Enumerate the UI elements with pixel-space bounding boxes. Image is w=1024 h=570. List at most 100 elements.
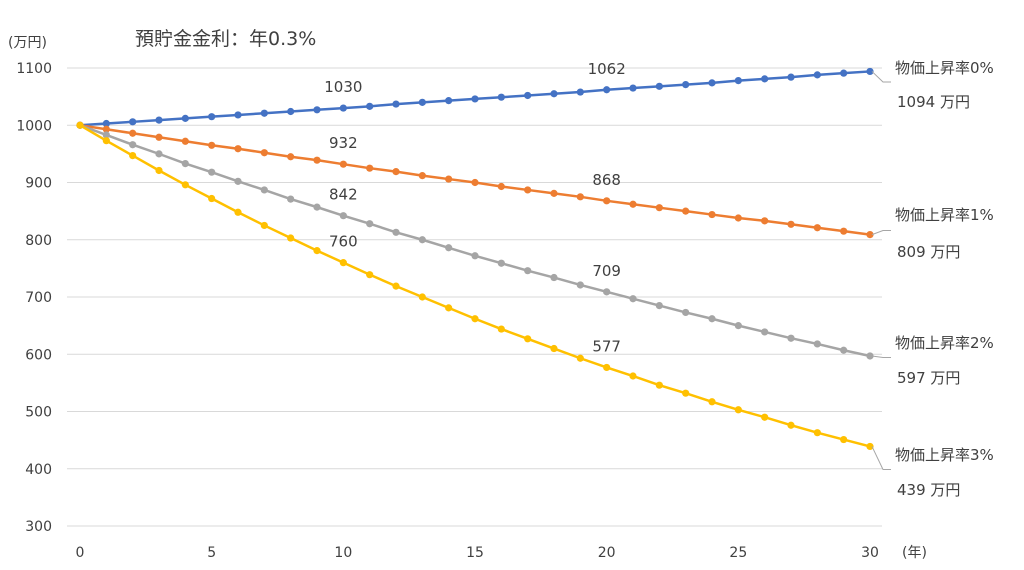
data-point <box>260 109 268 117</box>
y-tick-label: 700 <box>25 290 52 306</box>
data-point <box>366 102 374 110</box>
data-label: 842 <box>329 186 358 204</box>
data-point <box>603 197 611 205</box>
y-tick-label: 900 <box>25 176 52 192</box>
data-point <box>813 224 821 232</box>
series-end-value-label: 597 万円 <box>897 369 960 387</box>
series-name-label: 物価上昇率1% <box>895 206 994 224</box>
data-point <box>682 308 690 317</box>
series-name-label: 物価上昇率0% <box>895 59 994 77</box>
data-point <box>524 267 532 275</box>
data-point <box>524 186 532 194</box>
data-point <box>840 435 848 444</box>
data-point <box>524 335 532 343</box>
data-point <box>655 82 663 90</box>
data-point <box>418 172 426 180</box>
data-point <box>682 81 690 89</box>
data-point <box>418 98 426 106</box>
data-point <box>234 208 242 216</box>
data-point <box>787 220 795 228</box>
data-point <box>260 186 268 194</box>
data-point <box>313 203 321 211</box>
data-point <box>471 252 479 260</box>
data-point <box>524 91 532 100</box>
data-point <box>734 76 742 85</box>
data-point <box>813 71 821 79</box>
data-point <box>102 125 110 133</box>
data-point <box>313 106 321 114</box>
x-tick-label: 0 <box>76 545 85 561</box>
series-end-value-label: 809 万円 <box>897 243 960 261</box>
data-point <box>392 282 400 290</box>
data-point <box>287 107 295 116</box>
data-label: 868 <box>592 171 621 189</box>
data-point <box>761 75 769 83</box>
data-point <box>655 381 663 389</box>
data-point <box>840 346 848 354</box>
data-point <box>392 168 400 176</box>
data-point <box>787 334 795 342</box>
data-point <box>181 137 189 145</box>
y-tick-label: 1000 <box>16 118 52 134</box>
data-point <box>260 149 268 157</box>
data-point <box>366 164 374 172</box>
y-axis-unit-label: (万円) <box>8 35 47 51</box>
data-point <box>787 73 795 81</box>
data-point <box>761 328 769 336</box>
data-point <box>181 160 189 168</box>
data-point <box>708 210 716 219</box>
data-point <box>734 214 742 222</box>
x-tick-label: 20 <box>598 545 616 561</box>
chart-title: 預貯金金利：年0.3% <box>135 28 316 50</box>
data-point <box>366 220 374 228</box>
data-point <box>655 301 663 310</box>
data-point <box>629 200 637 208</box>
data-point <box>629 372 637 380</box>
data-point <box>102 131 110 139</box>
y-tick-label: 500 <box>25 405 52 421</box>
data-point <box>129 129 137 137</box>
data-point <box>734 322 742 330</box>
data-point <box>603 288 611 296</box>
data-point <box>813 340 821 348</box>
data-point <box>576 354 584 362</box>
leader-line <box>871 355 891 358</box>
data-point <box>339 104 347 112</box>
data-point <box>576 193 584 201</box>
data-point <box>734 406 742 414</box>
data-point <box>471 178 479 187</box>
data-point <box>840 69 848 77</box>
data-point <box>418 236 426 244</box>
data-point <box>550 90 558 98</box>
series-1 <box>76 121 874 239</box>
data-point <box>102 119 110 128</box>
data-point <box>576 281 584 289</box>
data-point <box>366 271 374 279</box>
data-point <box>208 113 216 121</box>
data-point <box>392 228 400 236</box>
data-point <box>181 114 189 122</box>
data-point <box>208 141 216 149</box>
data-point <box>445 97 453 105</box>
data-point <box>682 389 690 397</box>
x-axis-unit-label: (年) <box>902 545 927 561</box>
data-point <box>339 259 347 267</box>
series-0 <box>76 67 874 129</box>
data-point <box>497 259 505 267</box>
y-tick-label: 400 <box>25 462 52 478</box>
data-point <box>339 160 347 168</box>
data-point <box>418 293 426 301</box>
data-point <box>813 429 821 437</box>
series-end-value-label: 1094 万円 <box>897 93 970 111</box>
x-tick-label: 10 <box>334 545 352 561</box>
data-point <box>234 111 242 119</box>
data-point <box>603 86 611 94</box>
data-point <box>761 217 769 225</box>
data-point <box>497 93 505 101</box>
data-point <box>866 442 874 451</box>
data-point <box>840 227 848 235</box>
data-point <box>497 182 505 191</box>
data-point <box>313 156 321 164</box>
data-point <box>550 189 558 197</box>
